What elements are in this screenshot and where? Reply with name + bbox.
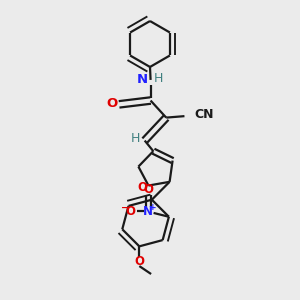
- Text: N: N: [143, 205, 153, 218]
- Text: O: O: [134, 255, 144, 268]
- Text: CN: CN: [195, 108, 214, 121]
- Text: O: O: [143, 183, 153, 196]
- Text: O: O: [106, 97, 117, 110]
- Text: O: O: [126, 205, 136, 218]
- Text: −: −: [121, 203, 129, 213]
- Text: H: H: [130, 132, 140, 145]
- Text: H: H: [154, 72, 164, 85]
- Text: O: O: [137, 181, 147, 194]
- Text: +: +: [149, 202, 157, 211]
- Text: N: N: [137, 74, 148, 86]
